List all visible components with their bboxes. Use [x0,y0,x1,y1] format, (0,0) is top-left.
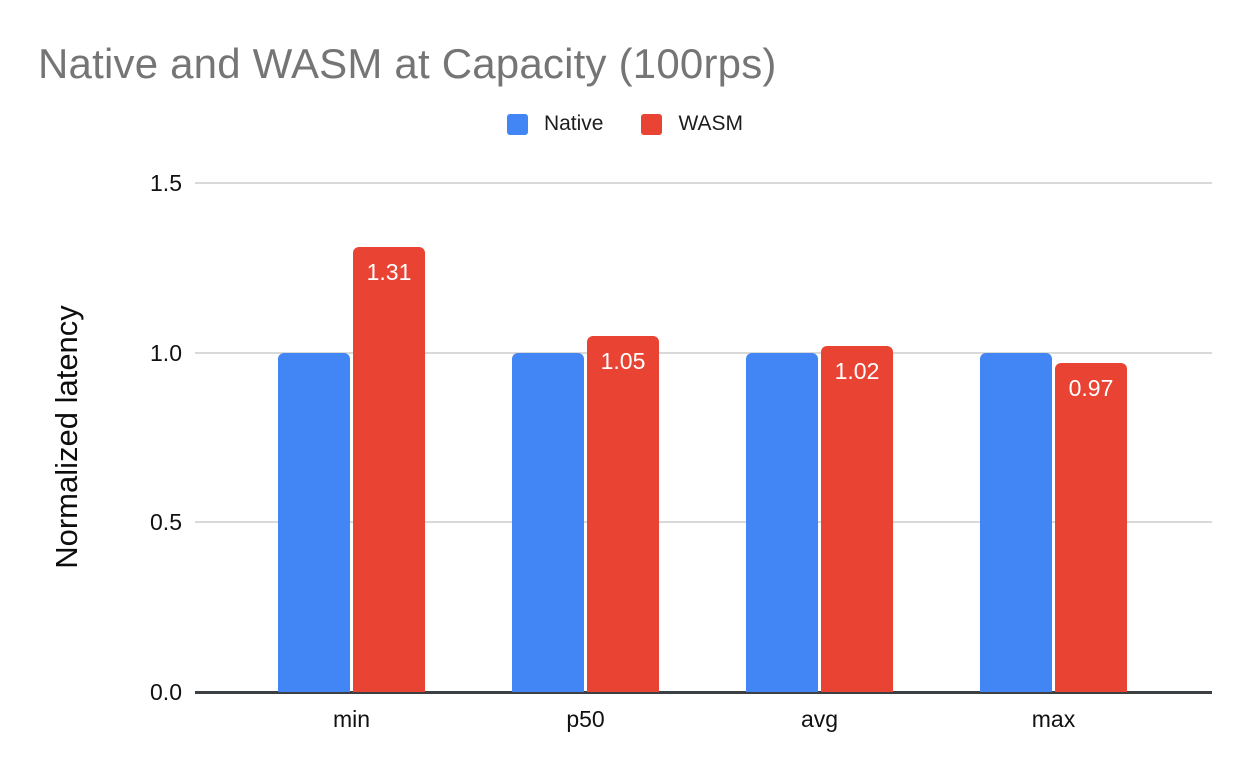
bar-native-max [980,353,1052,692]
gridline-0.5 [195,521,1212,524]
legend-label-native: Native [543,112,604,135]
y-tick-label-0.0: 0.0 [150,679,182,705]
bar-value-label-wasm-max: 0.97 [1068,375,1114,401]
bar-value-label-wasm-p50: 1.05 [600,348,646,374]
bar-wasm-p50: 1.05 [587,336,659,692]
x-category-label-max: max [1031,706,1076,732]
bar-wasm-avg: 1.02 [821,346,893,692]
plot-area: 1.31 min 1.05 p50 1.02 avg 0.97 max [195,182,1212,732]
bar-value-label-wasm-avg: 1.02 [834,358,880,384]
bar-native-avg [746,353,818,692]
y-tick-label-1.0: 1.0 [150,339,182,366]
x-axis-baseline [195,691,1212,694]
bar-value-label-wasm-min: 1.31 [366,259,412,285]
gridline-1.0 [195,351,1212,354]
legend-item-wasm: WASM [641,112,743,136]
legend-item-native: Native [506,112,604,136]
bar-wasm-max: 0.97 [1055,363,1127,692]
legend: Native WASM [0,112,1250,136]
bar-native-min [278,353,350,692]
bar-wasm-min: 1.31 [353,247,425,692]
y-axis-title: Normalized latency [49,305,84,569]
legend-label-wasm: WASM [678,112,744,135]
legend-swatch-wasm-icon [641,113,663,135]
y-tick-label-1.5: 1.5 [150,170,182,196]
legend-swatch-native-icon [506,113,528,135]
chart-title: Native and WASM at Capacity (100rps) [38,40,777,87]
x-category-label-avg: avg [800,706,839,732]
bar-native-p50 [512,353,584,692]
y-tick-label-0.5: 0.5 [150,509,182,536]
x-category-label-min: min [332,706,371,732]
x-category-label-p50: p50 [566,706,605,732]
gridline-1.5 [195,182,1212,184]
